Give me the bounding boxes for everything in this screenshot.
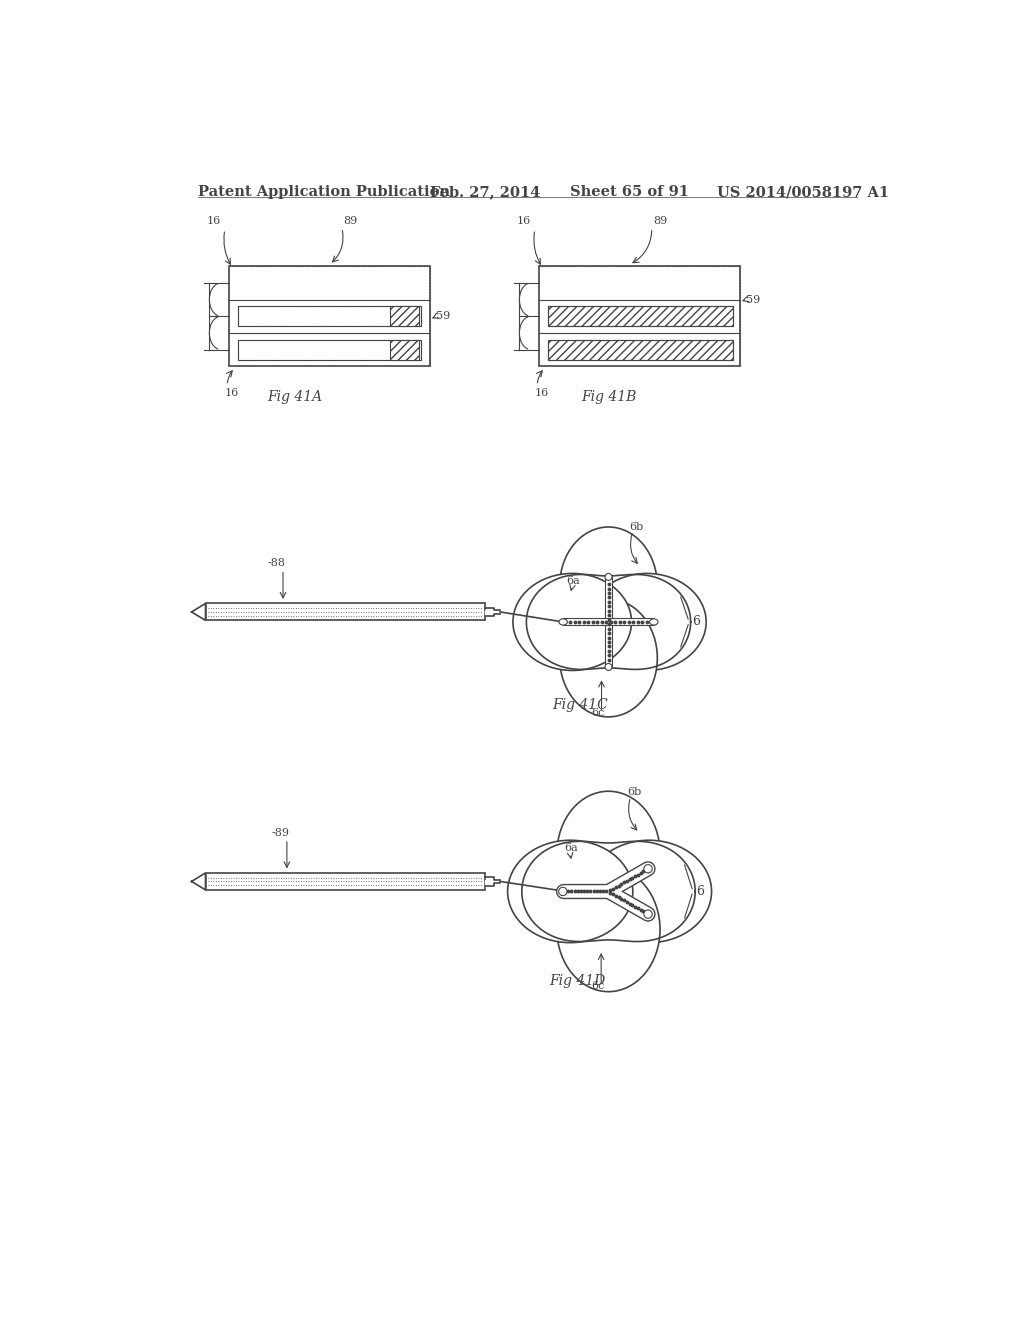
Ellipse shape: [557, 867, 660, 991]
Polygon shape: [484, 610, 500, 616]
Text: Patent Application Publication: Patent Application Publication: [198, 185, 450, 199]
Text: US 2014/0058197 A1: US 2014/0058197 A1: [717, 185, 889, 199]
Polygon shape: [526, 574, 690, 669]
Bar: [238, 339, 421, 359]
Polygon shape: [191, 603, 206, 620]
Text: 6c: 6c: [591, 981, 604, 991]
Text: 59: 59: [436, 312, 451, 321]
Text: 59: 59: [746, 294, 761, 305]
Bar: [539, 267, 740, 367]
Text: 16: 16: [225, 388, 240, 397]
Text: 6b: 6b: [627, 787, 641, 797]
Text: 16: 16: [535, 388, 549, 397]
Text: 16: 16: [517, 216, 531, 226]
Ellipse shape: [644, 865, 652, 873]
Ellipse shape: [557, 791, 660, 916]
Bar: [206, 873, 484, 890]
Ellipse shape: [559, 619, 567, 626]
Ellipse shape: [560, 527, 657, 644]
Text: 89: 89: [343, 216, 357, 226]
Text: Fig 41A: Fig 41A: [267, 389, 323, 404]
Text: 6c: 6c: [591, 708, 605, 718]
Text: Feb. 27, 2014: Feb. 27, 2014: [430, 185, 541, 199]
Text: Fig 41B: Fig 41B: [582, 389, 637, 404]
Bar: [238, 306, 421, 326]
Text: -89: -89: [271, 828, 290, 838]
Bar: [548, 306, 732, 326]
Ellipse shape: [559, 887, 567, 895]
Text: Fig 41C: Fig 41C: [553, 697, 608, 711]
Ellipse shape: [644, 909, 652, 919]
Ellipse shape: [560, 599, 657, 717]
Text: 6: 6: [696, 884, 705, 898]
Bar: [605, 577, 612, 667]
Bar: [548, 339, 732, 359]
Text: 89: 89: [653, 216, 668, 226]
Bar: [390, 306, 420, 326]
Ellipse shape: [605, 664, 612, 671]
Ellipse shape: [508, 841, 633, 942]
Text: Sheet 65 of 91: Sheet 65 of 91: [569, 185, 689, 199]
Bar: [238, 339, 421, 359]
Bar: [563, 619, 654, 626]
Text: 6b: 6b: [630, 521, 644, 532]
Ellipse shape: [513, 573, 632, 671]
Ellipse shape: [605, 573, 612, 581]
Text: -88: -88: [267, 558, 286, 569]
Bar: [206, 603, 484, 620]
Bar: [238, 306, 421, 326]
Ellipse shape: [588, 573, 707, 671]
Bar: [228, 267, 430, 367]
Text: 16: 16: [207, 216, 221, 226]
Polygon shape: [522, 841, 695, 941]
Polygon shape: [191, 873, 206, 890]
Bar: [390, 339, 420, 359]
Text: 6: 6: [692, 615, 700, 628]
Bar: [548, 339, 732, 359]
Polygon shape: [484, 879, 500, 886]
Bar: [548, 306, 732, 326]
Text: Fig 41D: Fig 41D: [550, 974, 606, 989]
Text: 6a: 6a: [566, 576, 581, 586]
Ellipse shape: [649, 619, 658, 626]
Ellipse shape: [587, 841, 712, 942]
Text: 6a: 6a: [564, 843, 579, 853]
